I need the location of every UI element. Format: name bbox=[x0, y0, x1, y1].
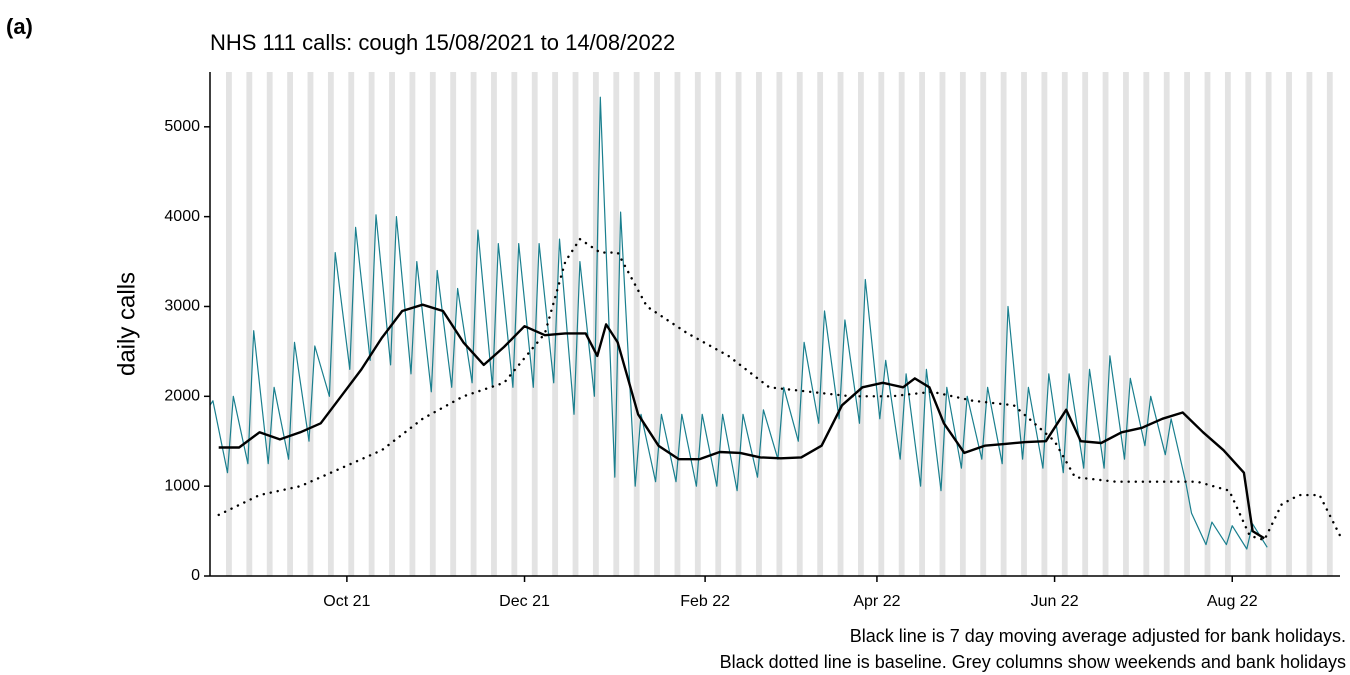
weekend-column bbox=[1082, 72, 1089, 576]
weekend-column bbox=[980, 72, 987, 576]
weekend-column bbox=[1061, 72, 1068, 576]
weekend-column bbox=[1245, 72, 1252, 576]
weekend-column bbox=[735, 72, 742, 576]
weekend-column bbox=[572, 72, 579, 576]
weekend-column bbox=[1204, 72, 1211, 576]
weekend-column bbox=[654, 72, 660, 576]
weekend-column bbox=[511, 72, 518, 576]
weekend-column bbox=[1123, 72, 1129, 576]
weekend-column bbox=[450, 72, 457, 576]
weekend-column bbox=[633, 72, 640, 576]
weekend-column bbox=[1102, 72, 1109, 576]
weekend-column bbox=[1286, 72, 1292, 576]
weekend-column bbox=[226, 72, 232, 576]
weekend-column bbox=[878, 72, 885, 576]
weekend-column bbox=[491, 72, 497, 576]
weekend-column bbox=[959, 72, 966, 576]
y-axis-label: daily calls bbox=[113, 272, 140, 376]
note: Black dotted line is baseline. Grey colu… bbox=[720, 652, 1346, 672]
x-tick-label: Apr 22 bbox=[853, 593, 900, 610]
weekend-column bbox=[1021, 72, 1027, 576]
y-tick-label: 1000 bbox=[164, 477, 200, 494]
weekend-column bbox=[552, 72, 559, 576]
weekend-column bbox=[307, 72, 314, 576]
series-line bbox=[218, 303, 1265, 540]
weekend-column bbox=[898, 72, 905, 576]
weekend-column bbox=[409, 72, 416, 576]
weekend-column bbox=[1163, 72, 1170, 576]
weekend-column bbox=[1041, 72, 1048, 576]
weekend-column bbox=[796, 72, 803, 576]
weekend-column bbox=[266, 72, 273, 576]
weekend-column bbox=[327, 72, 334, 576]
weekend-column bbox=[776, 72, 783, 576]
weekend-column bbox=[1143, 72, 1150, 576]
weekend-column bbox=[919, 72, 925, 576]
weekend-column bbox=[939, 72, 946, 576]
chart-title: NHS 111 calls: cough 15/08/2021 to 14/08… bbox=[210, 30, 675, 55]
weekend-column bbox=[756, 72, 762, 576]
x-tick-label: Jun 22 bbox=[1031, 593, 1079, 610]
weekend-column bbox=[1224, 72, 1231, 576]
weekend-column bbox=[287, 72, 294, 576]
weekend-column bbox=[531, 72, 538, 576]
x-tick-label: Oct 21 bbox=[323, 593, 370, 610]
series-line bbox=[217, 237, 1342, 542]
weekend-column bbox=[858, 72, 864, 576]
weekend-column bbox=[674, 72, 681, 576]
weekend-column bbox=[1184, 72, 1191, 576]
x-tick-label: Aug 22 bbox=[1207, 593, 1258, 610]
weekend-column bbox=[817, 72, 824, 576]
weekend-column bbox=[470, 72, 477, 576]
weekend-column bbox=[246, 72, 253, 576]
weekend-column bbox=[1265, 72, 1272, 576]
y-tick-label: 5000 bbox=[164, 118, 200, 135]
y-tick-label: 4000 bbox=[164, 208, 200, 225]
weekend-column bbox=[837, 72, 844, 576]
y-tick-label: 2000 bbox=[164, 388, 200, 405]
weekend-column bbox=[429, 72, 436, 576]
weekend-column bbox=[613, 72, 620, 576]
weekend-column bbox=[1000, 72, 1007, 576]
weekend-column bbox=[715, 72, 722, 576]
panel-label: (a) bbox=[6, 14, 33, 39]
x-tick-label: Feb 22 bbox=[680, 593, 730, 610]
weekend-column bbox=[694, 72, 701, 576]
weekend-column bbox=[1326, 72, 1333, 576]
note: Black line is 7 day moving average adjus… bbox=[850, 626, 1346, 646]
y-tick-label: 3000 bbox=[164, 298, 200, 315]
series-line bbox=[209, 96, 1268, 550]
y-tick-label: 0 bbox=[191, 567, 200, 584]
x-tick-label: Dec 21 bbox=[499, 593, 550, 610]
weekend-column bbox=[1306, 72, 1313, 576]
